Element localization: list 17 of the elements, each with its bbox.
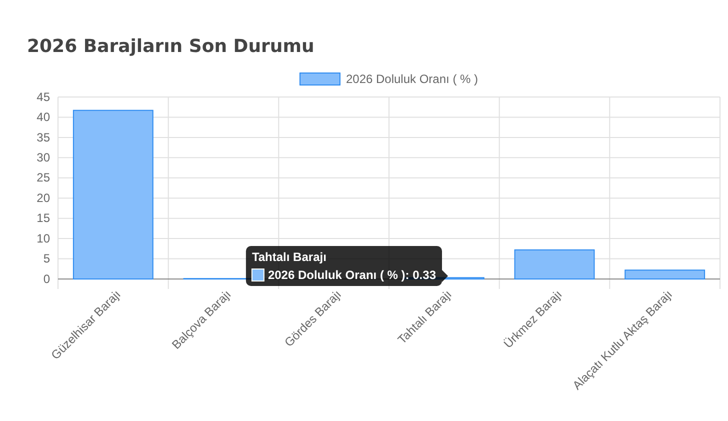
y-tick-label: 30 — [36, 150, 50, 165]
y-tick-label: 40 — [36, 110, 50, 124]
chart-title: 2026 Barajların Son Durumu — [27, 36, 314, 57]
y-tick-label: 20 — [36, 190, 50, 205]
annotation: 2026 Doluluk Oranı ( % ): 0.33 — [268, 268, 436, 282]
y-tick-label: 25 — [36, 170, 50, 185]
annotation: Tahtalı Barajı — [252, 250, 326, 264]
y-tick-label: 15 — [36, 211, 50, 226]
y-tick-label: 35 — [36, 130, 50, 144]
y-tick-label: 0 — [43, 272, 50, 286]
y-tick-label: 5 — [43, 252, 50, 266]
bar — [514, 249, 595, 280]
y-tick-label: 10 — [36, 231, 50, 246]
legend-label: 2026 Doluluk Oranı ( % ) — [346, 72, 478, 86]
bar — [72, 110, 154, 280]
y-tick-label: 45 — [36, 90, 50, 104]
bar — [624, 270, 706, 280]
